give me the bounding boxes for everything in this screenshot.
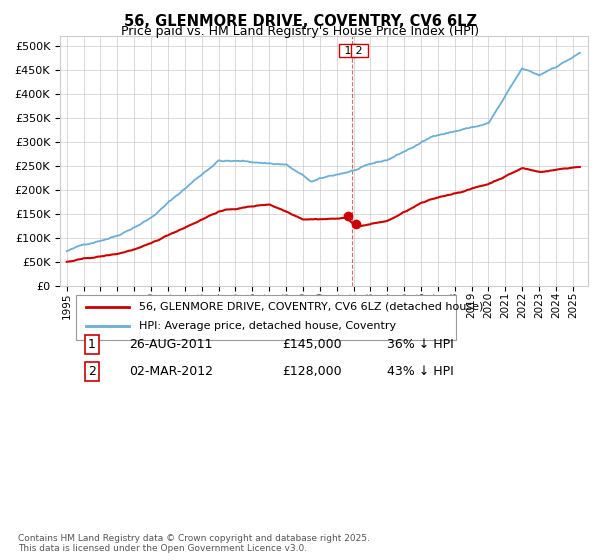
- Text: 1: 1: [88, 338, 95, 351]
- Text: 56, GLENMORE DRIVE, COVENTRY, CV6 6LZ (detached house): 56, GLENMORE DRIVE, COVENTRY, CV6 6LZ (d…: [139, 302, 484, 312]
- Text: 1: 1: [341, 46, 355, 56]
- Text: HPI: Average price, detached house, Coventry: HPI: Average price, detached house, Cove…: [139, 321, 397, 331]
- Text: £145,000: £145,000: [282, 338, 341, 351]
- Text: 2: 2: [352, 46, 367, 56]
- Text: 26-AUG-2011: 26-AUG-2011: [128, 338, 212, 351]
- Text: Price paid vs. HM Land Registry's House Price Index (HPI): Price paid vs. HM Land Registry's House …: [121, 25, 479, 38]
- Text: 56, GLENMORE DRIVE, COVENTRY, CV6 6LZ: 56, GLENMORE DRIVE, COVENTRY, CV6 6LZ: [124, 14, 476, 29]
- Text: 36% ↓ HPI: 36% ↓ HPI: [388, 338, 454, 351]
- Text: £128,000: £128,000: [282, 365, 341, 378]
- Text: 2: 2: [88, 365, 95, 378]
- Text: Contains HM Land Registry data © Crown copyright and database right 2025.
This d: Contains HM Land Registry data © Crown c…: [18, 534, 370, 553]
- Text: 02-MAR-2012: 02-MAR-2012: [128, 365, 212, 378]
- Text: 43% ↓ HPI: 43% ↓ HPI: [388, 365, 454, 378]
- FancyBboxPatch shape: [76, 295, 456, 340]
